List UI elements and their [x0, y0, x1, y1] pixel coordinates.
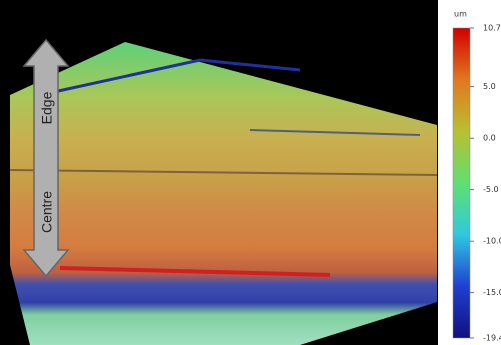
page: {"chart_data": {"type": "surface", "anno… — [0, 0, 501, 345]
chart: Edge Centre um 10.7 5.0 0.0 -5.0 -10.0 -15.0 -… — [0, 0, 501, 345]
colorbar-label: um — [454, 10, 467, 19]
colorbar-tick-label: -19.4 — [483, 334, 501, 343]
colorbar-tick-label: -5.0 — [483, 185, 499, 194]
annotation: Centre — [39, 191, 55, 233]
colorbar-tick-label: 5.0 — [483, 82, 496, 91]
colorbar — [453, 28, 470, 338]
colorbar-tick-label: -10.0 — [483, 237, 501, 246]
colorbar-tick-label: 0.0 — [483, 134, 496, 143]
annotation: Edge — [39, 91, 55, 124]
colorbar-tick-label: -15.0 — [483, 288, 501, 297]
colorbar-tick-label: 10.7 — [483, 24, 501, 33]
